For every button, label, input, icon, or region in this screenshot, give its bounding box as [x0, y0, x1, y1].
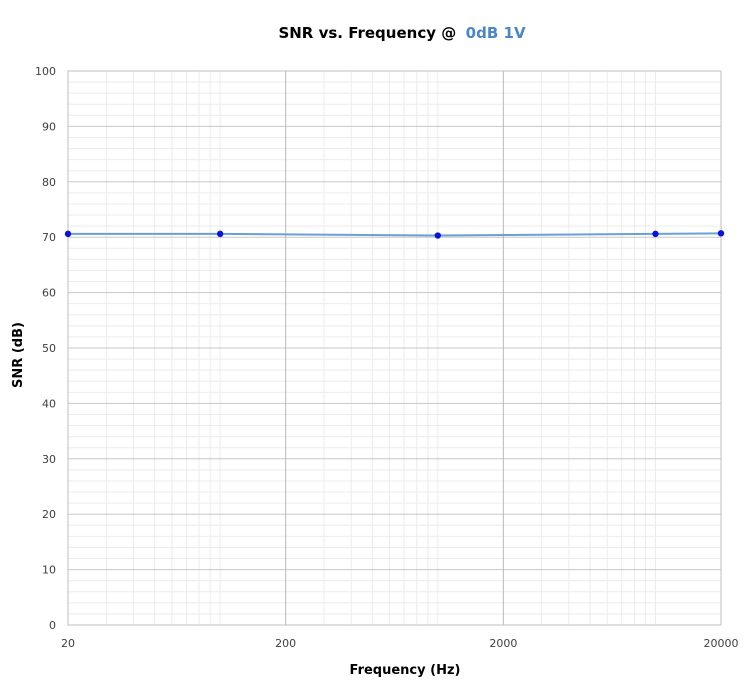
x-tick-label: 2000 — [489, 637, 517, 650]
x-tick-label: 200 — [275, 637, 296, 650]
y-tick-label: 80 — [42, 176, 56, 189]
grid — [67, 70, 722, 626]
data-point — [717, 230, 725, 237]
x-axis-label: Frequency (Hz) — [350, 663, 461, 678]
y-tick-label: 20 — [42, 508, 56, 521]
x-tick-labels: 20 200 2000 20000 — [61, 637, 739, 650]
y-axis-label: SNR (dB) — [11, 322, 26, 388]
y-tick-label: 30 — [42, 453, 56, 466]
chart-title-highlight: 0dB 1V — [466, 24, 526, 42]
data-point — [216, 230, 224, 238]
data-point — [434, 232, 442, 239]
y-tick-label: 60 — [42, 287, 56, 300]
x-tick-label: 20000 — [704, 637, 739, 650]
x-tick-label: 20 — [61, 637, 75, 650]
data-point — [64, 230, 72, 238]
series-line — [68, 232, 722, 237]
y-tick-label: 100 — [35, 65, 56, 78]
y-tick-label: 50 — [42, 342, 56, 355]
y-tick-label: 90 — [42, 120, 56, 133]
y-tick-label: 10 — [42, 564, 56, 577]
y-tick-label: 40 — [42, 397, 56, 410]
chart-title-main: SNR vs. Frequency @ — [278, 24, 456, 42]
y-tick-label: 70 — [42, 231, 56, 244]
y-tick-labels: 0 10 20 30 40 50 60 70 80 90 100 — [35, 65, 56, 632]
data-point — [652, 230, 659, 238]
data-series — [64, 230, 725, 239]
y-tick-label: 0 — [49, 619, 56, 632]
plot-area — [67, 70, 722, 626]
chart-title: SNR vs. Frequency @ 0dB 1V — [278, 24, 526, 42]
